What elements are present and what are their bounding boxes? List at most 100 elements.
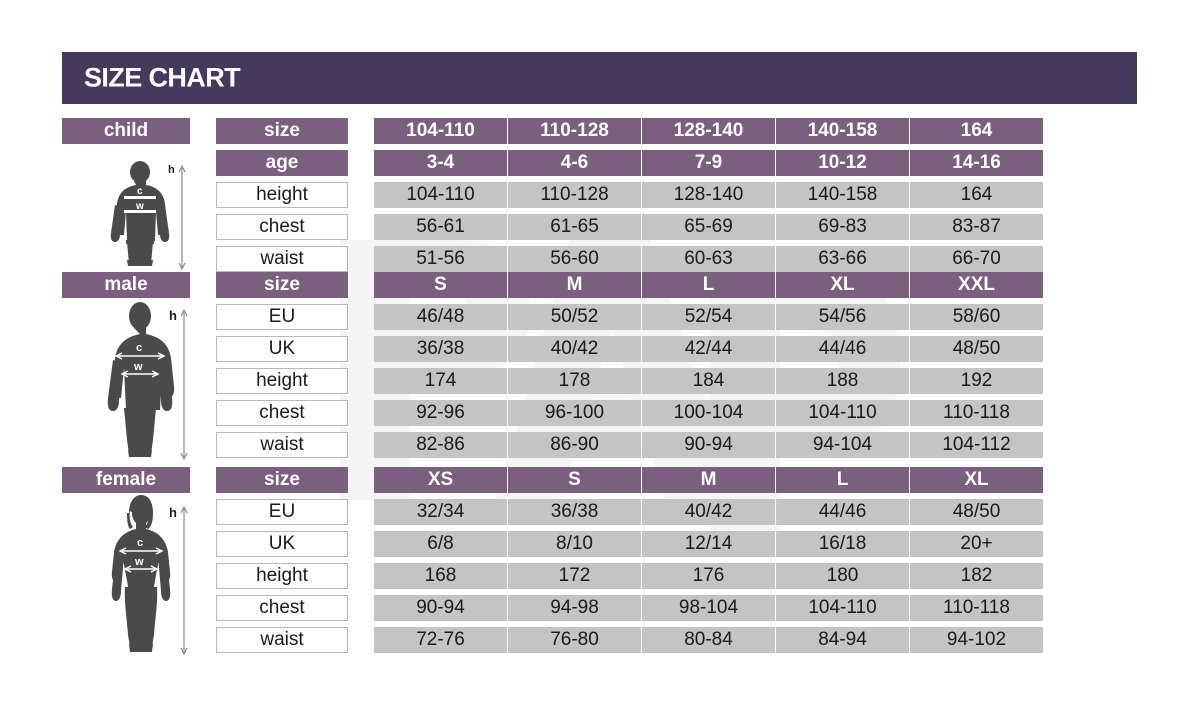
cell-female-EU-3: 40/42	[642, 499, 775, 525]
header-value-size-2: 110-128	[508, 118, 641, 144]
svg-text:w: w	[135, 201, 144, 212]
cell-female-UK-3: 12/14	[642, 531, 775, 557]
cell-male-EU-3: 52/54	[642, 304, 775, 330]
cell-child-height-3: 128-140	[642, 182, 775, 208]
cell-female-UK-2: 8/10	[508, 531, 641, 557]
cell-male-EU-5: 58/60	[910, 304, 1043, 330]
cell-female-chest-4: 104-110	[776, 595, 909, 621]
cell-male-chest-4: 104-110	[776, 400, 909, 426]
cell-female-UK-1: 6/8	[374, 531, 507, 557]
group-label-male: male	[62, 272, 190, 298]
header-value-size-3: 128-140	[642, 118, 775, 144]
row-label-waist: waist	[216, 627, 348, 653]
cell-male-UK-4: 44/46	[776, 336, 909, 362]
cell-female-EU-1: 32/34	[374, 499, 507, 525]
header-value-size-1: XS	[374, 467, 507, 493]
cell-male-height-3: 184	[642, 368, 775, 394]
header-value-size-1: 104-110	[374, 118, 507, 144]
header-value-age-5: 14-16	[910, 150, 1043, 176]
header-value-size-2: S	[508, 467, 641, 493]
cell-female-waist-2: 76-80	[508, 627, 641, 653]
cell-male-chest-3: 100-104	[642, 400, 775, 426]
cell-male-UK-2: 40/42	[508, 336, 641, 362]
header-label-size: size	[216, 467, 348, 493]
cell-male-UK-5: 48/50	[910, 336, 1043, 362]
cell-female-chest-2: 94-98	[508, 595, 641, 621]
svg-text:h: h	[168, 164, 175, 176]
header-value-size-2: M	[508, 272, 641, 298]
row-label-UK: UK	[216, 531, 348, 557]
row-label-waist: waist	[216, 432, 348, 458]
cell-male-chest-2: 96-100	[508, 400, 641, 426]
row-label-height: height	[216, 368, 348, 394]
row-label-waist: waist	[216, 246, 348, 272]
cell-child-chest-1: 56-61	[374, 214, 507, 240]
cell-male-EU-2: 50/52	[508, 304, 641, 330]
cell-male-waist-1: 82-86	[374, 432, 507, 458]
child-figure: c w h	[96, 160, 208, 275]
cell-female-height-4: 180	[776, 563, 909, 589]
cell-male-UK-1: 36/38	[374, 336, 507, 362]
cell-male-waist-5: 104-112	[910, 432, 1043, 458]
header-value-size-5: XL	[910, 467, 1043, 493]
male-figure: c w h	[96, 300, 208, 465]
cell-female-EU-2: 36/38	[508, 499, 641, 525]
row-label-UK: UK	[216, 336, 348, 362]
cell-male-waist-4: 94-104	[776, 432, 909, 458]
row-label-chest: chest	[216, 214, 348, 240]
cell-male-chest-5: 110-118	[910, 400, 1043, 426]
svg-text:w: w	[133, 361, 143, 373]
cell-child-chest-5: 83-87	[910, 214, 1043, 240]
title-bar: SIZE CHART	[62, 52, 1137, 104]
cell-male-EU-4: 54/56	[776, 304, 909, 330]
female-figure: c w h	[96, 495, 208, 660]
cell-female-EU-5: 48/50	[910, 499, 1043, 525]
cell-child-waist-4: 63-66	[776, 246, 909, 272]
row-label-EU: EU	[216, 304, 348, 330]
header-value-size-3: L	[642, 272, 775, 298]
cell-child-height-4: 140-158	[776, 182, 909, 208]
cell-child-height-1: 104-110	[374, 182, 507, 208]
svg-text:h: h	[169, 505, 177, 520]
cell-male-waist-2: 86-90	[508, 432, 641, 458]
cell-female-height-3: 176	[642, 563, 775, 589]
header-value-size-4: L	[776, 467, 909, 493]
header-value-age-3: 7-9	[642, 150, 775, 176]
cell-child-chest-3: 65-69	[642, 214, 775, 240]
cell-male-UK-3: 42/44	[642, 336, 775, 362]
header-value-age-2: 4-6	[508, 150, 641, 176]
cell-male-height-2: 178	[508, 368, 641, 394]
cell-female-height-5: 182	[910, 563, 1043, 589]
svg-text:w: w	[134, 556, 144, 568]
cell-female-EU-4: 44/46	[776, 499, 909, 525]
header-label-age: age	[216, 150, 348, 176]
cell-female-waist-4: 84-94	[776, 627, 909, 653]
group-label-female: female	[62, 467, 190, 493]
row-label-chest: chest	[216, 595, 348, 621]
header-value-size-5: XXL	[910, 272, 1043, 298]
cell-child-height-2: 110-128	[508, 182, 641, 208]
page-title: SIZE CHART	[84, 62, 241, 93]
svg-text:c: c	[137, 186, 143, 197]
cell-female-UK-4: 16/18	[776, 531, 909, 557]
cell-male-height-1: 174	[374, 368, 507, 394]
header-label-size: size	[216, 272, 348, 298]
cell-female-waist-1: 72-76	[374, 627, 507, 653]
cell-male-EU-1: 46/48	[374, 304, 507, 330]
cell-female-height-2: 172	[508, 563, 641, 589]
svg-text:c: c	[137, 537, 143, 549]
cell-child-waist-5: 66-70	[910, 246, 1043, 272]
cell-female-height-1: 168	[374, 563, 507, 589]
row-label-chest: chest	[216, 400, 348, 426]
cell-child-waist-2: 56-60	[508, 246, 641, 272]
cell-female-chest-1: 90-94	[374, 595, 507, 621]
cell-female-waist-3: 80-84	[642, 627, 775, 653]
svg-text:c: c	[136, 342, 142, 354]
cell-female-UK-5: 20+	[910, 531, 1043, 557]
cell-child-height-5: 164	[910, 182, 1043, 208]
row-label-EU: EU	[216, 499, 348, 525]
header-value-age-4: 10-12	[776, 150, 909, 176]
cell-male-height-5: 192	[910, 368, 1043, 394]
svg-text:h: h	[169, 308, 177, 323]
